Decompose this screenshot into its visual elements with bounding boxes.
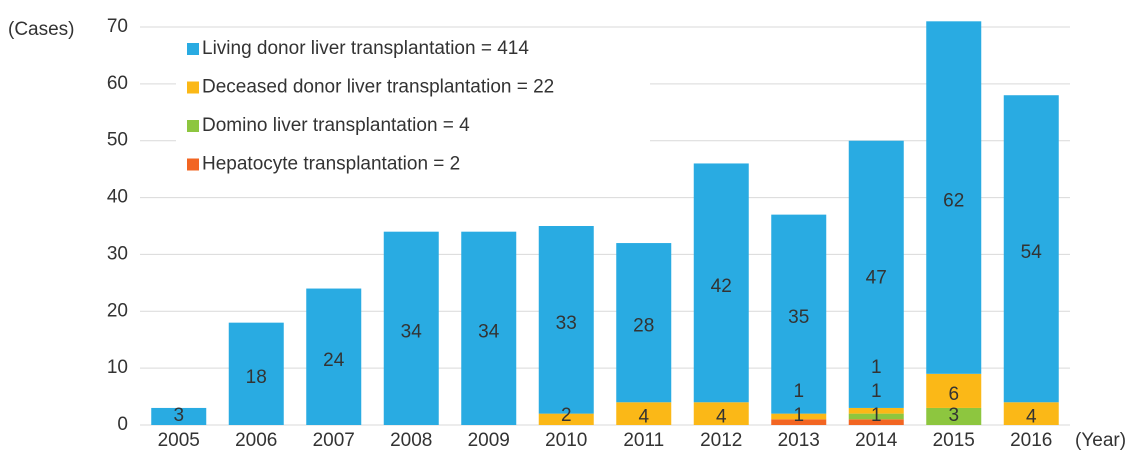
bar-segment <box>151 407 207 425</box>
y-tick-label: 40 <box>107 187 128 208</box>
data-label: 18 <box>246 367 267 388</box>
bar-segment <box>306 288 362 425</box>
bar-segment <box>926 21 982 374</box>
x-tick-label: 2009 <box>468 430 510 451</box>
data-label: 54 <box>1021 242 1043 263</box>
x-tick-label: 2015 <box>933 430 975 451</box>
x-axis-label: (Year) <box>1075 430 1126 451</box>
data-label: 35 <box>788 307 809 328</box>
bar-segment <box>848 407 904 414</box>
bar-segment <box>693 402 749 425</box>
bar-segment <box>616 402 672 425</box>
data-label: 1 <box>871 405 882 426</box>
data-label: 24 <box>323 350 345 371</box>
y-tick-label: 30 <box>107 243 128 264</box>
legend-box <box>176 34 650 186</box>
data-label: 1 <box>793 405 804 426</box>
bar-segment <box>848 413 904 420</box>
bar-segment <box>538 226 594 414</box>
bar-segment <box>1003 95 1059 403</box>
bar-segment <box>1003 402 1059 425</box>
y-tick-label: 70 <box>107 16 128 37</box>
bar-segment <box>616 243 672 403</box>
y-tick-label: 10 <box>107 357 128 378</box>
legend-label: Hepatocyte transplantation = 2 <box>202 154 460 175</box>
bar-segment <box>926 407 982 425</box>
bar-segment <box>771 214 827 414</box>
data-label: 1 <box>793 381 804 402</box>
bar-segment <box>538 413 594 425</box>
data-label: 3 <box>173 405 184 426</box>
x-tick-label: 2006 <box>235 430 277 451</box>
bar-segment <box>228 322 284 425</box>
legend-swatch <box>187 158 199 171</box>
data-label: 4 <box>1026 407 1037 428</box>
bar-segment <box>848 419 904 425</box>
legend-swatch <box>187 81 199 94</box>
data-label: 2 <box>561 405 572 426</box>
data-label: 1 <box>871 357 882 378</box>
bar-segment <box>926 373 982 408</box>
legend-label: Deceased donor liver transplantation = 2… <box>202 77 554 98</box>
x-tick-label: 2012 <box>700 430 742 451</box>
y-tick-label: 20 <box>107 300 128 321</box>
bar-segment <box>461 231 517 425</box>
x-tick-label: 2011 <box>623 430 664 451</box>
x-tick-label: 2014 <box>855 430 898 451</box>
data-label: 62 <box>943 191 964 212</box>
x-tick-label: 2005 <box>158 430 200 451</box>
x-tick-label: 2010 <box>545 430 587 451</box>
data-label: 4 <box>638 407 649 428</box>
y-axis-label: (Cases) <box>8 19 75 40</box>
x-tick-label: 2016 <box>1010 430 1052 451</box>
bar-segment <box>383 231 439 425</box>
bar-segment <box>771 419 827 425</box>
y-tick-label: 0 <box>117 414 128 435</box>
bar-segment <box>693 163 749 403</box>
legend-swatch <box>187 120 199 132</box>
data-label: 6 <box>948 384 959 405</box>
bar-segment <box>771 413 827 420</box>
legend-swatch <box>187 43 199 55</box>
data-label: 47 <box>866 267 887 288</box>
data-label: 34 <box>478 321 500 342</box>
legend-label: Domino liver transplantation = 4 <box>202 115 470 136</box>
x-tick-label: 2013 <box>778 430 820 451</box>
x-tick-label: 2007 <box>313 430 355 451</box>
data-label: 42 <box>711 276 732 297</box>
data-label: 4 <box>716 407 727 428</box>
data-label: 3 <box>948 405 959 426</box>
y-tick-label: 60 <box>107 73 128 94</box>
data-label: 34 <box>401 321 423 342</box>
bar-segment <box>848 140 904 408</box>
data-label: 33 <box>556 313 577 334</box>
x-tick-label: 2008 <box>390 430 432 451</box>
data-label: 1 <box>871 381 882 402</box>
legend-label: Living donor liver transplantation = 414 <box>202 38 529 59</box>
y-tick-label: 50 <box>107 130 128 151</box>
data-label: 28 <box>633 316 654 337</box>
